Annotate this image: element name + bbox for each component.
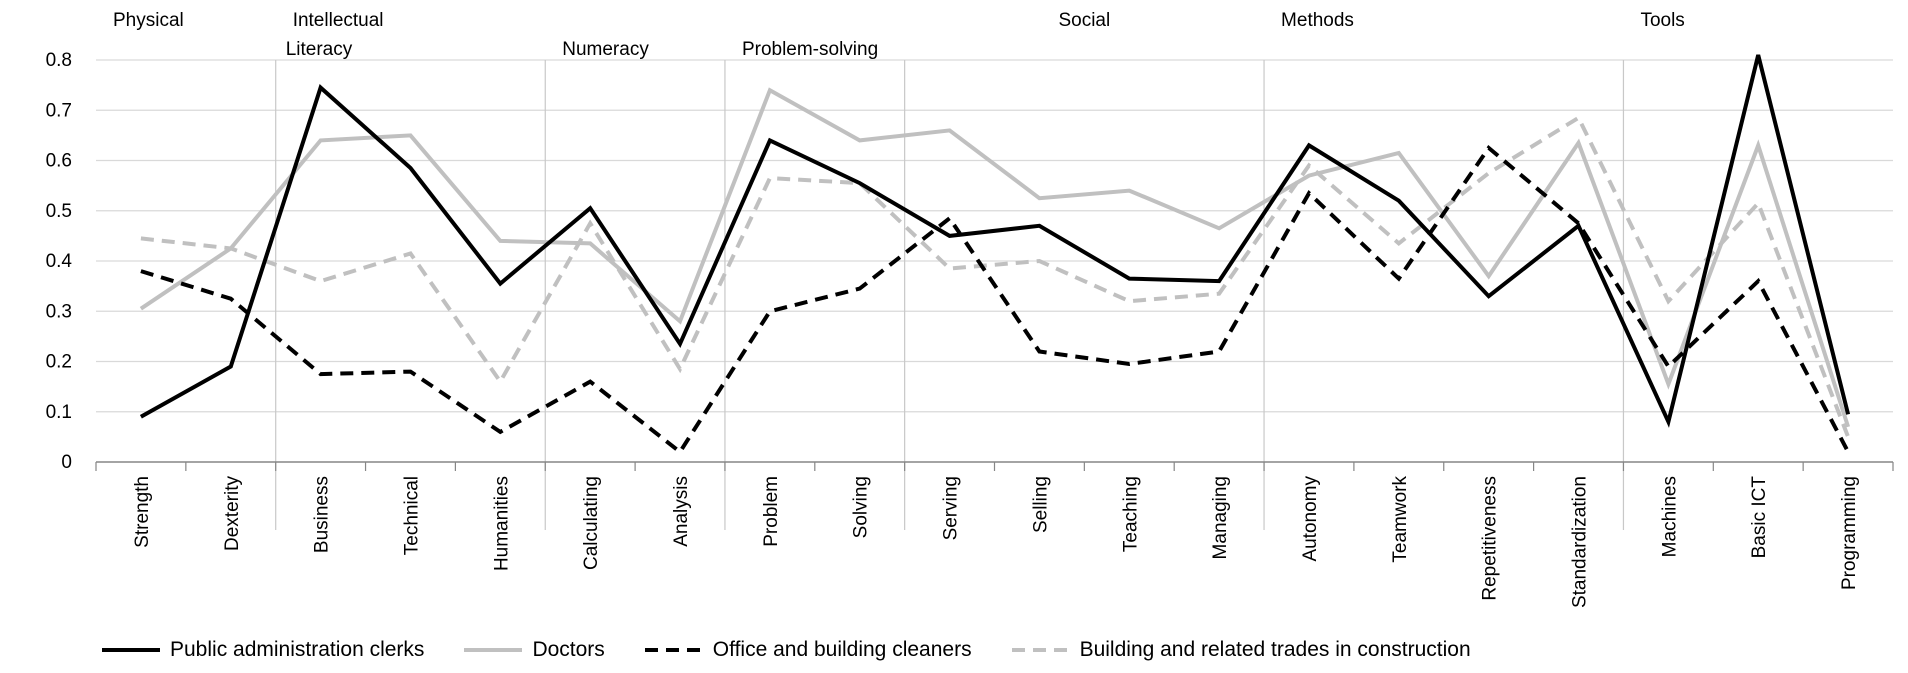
x-tick-label: Serving (941, 476, 962, 540)
legend-item: Office and building cleaners (643, 638, 972, 662)
y-tick-label: 0.8 (46, 50, 72, 71)
group-label: Numeracy (562, 39, 649, 60)
legend-swatch (644, 648, 703, 652)
x-tick-label: Basic ICT (1749, 476, 1770, 559)
x-tick-label: Business (312, 476, 333, 553)
gridlines (96, 59, 1893, 413)
y-tick-label: 0.1 (46, 402, 72, 423)
x-tick-label: Autonomy (1300, 476, 1321, 562)
x-tick-label: Standardization (1570, 476, 1591, 608)
x-tick-label: Analysis (671, 476, 692, 547)
x-tick-label: Dexterity (222, 476, 243, 551)
x-tick-label: Machines (1659, 476, 1680, 557)
y-tick-label: 0.2 (46, 352, 72, 373)
x-tick-label: Programming (1839, 476, 1860, 590)
x-tick-label: Strength (132, 476, 153, 548)
legend-label: Office and building cleaners (712, 638, 972, 661)
group-label: Intellectual (293, 10, 384, 31)
group-label: Problem-solving (742, 39, 878, 60)
x-tick-label: Humanities (491, 476, 512, 571)
line-chart: Physical Intellectual Literacy Numeracy Prob… (46, 10, 1894, 608)
category-groups: Physical Intellectual Literacy Numeracy Prob… (113, 10, 1685, 530)
legend-label: Building and related trades in construct… (1079, 638, 1471, 661)
x-tick-label: Repetitiveness (1480, 476, 1501, 601)
y-tick-label: 0.4 (46, 251, 73, 272)
x-tick-label: Calculating (581, 476, 602, 570)
x-tick-label: Selling (1030, 476, 1051, 533)
legend-item: Building and related trades in construct… (1010, 638, 1471, 662)
legend-swatch (102, 648, 160, 652)
group-label: Tools (1640, 10, 1684, 31)
y-tick-label: 0.6 (46, 151, 72, 172)
legend-swatch (464, 648, 523, 652)
series-line (139, 87, 1851, 428)
y-tick-label: 0.7 (46, 100, 72, 121)
series-lines (139, 54, 1851, 455)
series-line (139, 54, 1851, 428)
legend-label: Public administration clerks (170, 638, 425, 661)
group-label: Physical (113, 10, 184, 31)
x-tick-label: Solving (851, 476, 872, 538)
y-tick-label: 0.3 (46, 301, 72, 322)
x-axis: Strength Dexterity Business Technical Humani… (95, 461, 1894, 608)
legend-item: Doctors (462, 638, 605, 662)
series-line (140, 114, 1850, 438)
y-axis: 0 0.1 0.2 0.3 0.4 0.5 0.6 0.7 0.8 (46, 50, 73, 473)
legend-label: Doctors (532, 638, 605, 661)
legend-item: Public administration clerks (100, 638, 424, 662)
y-tick-label: 0 (61, 452, 72, 473)
y-tick-label: 0.5 (46, 201, 72, 222)
x-tick-label: Technical (401, 476, 422, 555)
x-tick-label: Teaching (1120, 476, 1141, 552)
group-label: Social (1058, 10, 1110, 31)
group-label: Literacy (286, 39, 353, 60)
x-tick-label: Managing (1210, 476, 1231, 559)
group-label: Methods (1281, 10, 1354, 31)
series-line (140, 144, 1850, 455)
x-tick-label: Problem (761, 476, 782, 547)
x-tick-label: Teamwork (1390, 476, 1411, 563)
legend: Public administration clerks Doctors Offic… (100, 638, 1509, 662)
legend-swatch (1011, 648, 1070, 652)
